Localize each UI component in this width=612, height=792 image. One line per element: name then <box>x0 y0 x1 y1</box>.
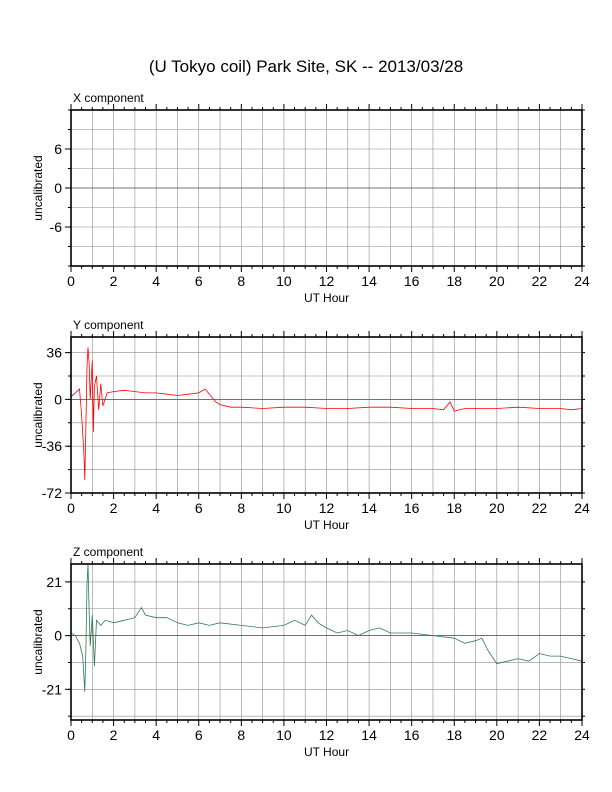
x-tick-label: 18 <box>446 727 462 743</box>
x-tick-label: 0 <box>67 500 75 516</box>
y-axis-label: uncalibrated <box>31 609 45 674</box>
x-tick-label: 18 <box>446 273 462 289</box>
x-tick-label: 24 <box>574 500 590 516</box>
x-tick-label: 10 <box>276 500 292 516</box>
y-tick-label: -6 <box>50 219 63 235</box>
x-tick-label: 16 <box>404 727 420 743</box>
y-tick-label: 36 <box>46 345 62 361</box>
x-tick-label: 12 <box>319 727 335 743</box>
y-tick-label: 0 <box>54 628 62 644</box>
x-axis-label: UT Hour <box>304 745 349 759</box>
y-axis-label: uncalibrated <box>31 382 45 447</box>
x-tick-label: 14 <box>361 727 377 743</box>
x-tick-label: 12 <box>319 273 335 289</box>
panel-title: X component <box>73 91 144 105</box>
panel-title: Y component <box>73 318 144 332</box>
plot-frame <box>70 109 583 267</box>
x-tick-label: 22 <box>532 727 548 743</box>
x-tick-label: 8 <box>237 500 245 516</box>
x-tick-label: 16 <box>404 500 420 516</box>
x-tick-label: 20 <box>489 500 505 516</box>
x-axis-label: UT Hour <box>304 291 349 305</box>
x-tick-label: 4 <box>152 273 160 289</box>
x-tick-label: 14 <box>361 273 377 289</box>
y-tick-label: -21 <box>42 681 62 697</box>
y-tick-label: 0 <box>54 391 62 407</box>
y-tick-label: -72 <box>42 485 62 501</box>
y-tick-label: 21 <box>46 574 62 590</box>
series-line <box>70 563 583 692</box>
x-tick-label: 24 <box>574 727 590 743</box>
x-tick-label: 0 <box>67 727 75 743</box>
x-tick-label: 22 <box>532 273 548 289</box>
x-tick-label: 4 <box>152 500 160 516</box>
x-tick-label: 8 <box>237 273 245 289</box>
page-title: (U Tokyo coil) Park Site, SK -- 2013/03/… <box>148 57 464 76</box>
y-tick-label: 6 <box>54 141 62 157</box>
x-tick-label: 12 <box>319 500 335 516</box>
x-tick-label: 4 <box>152 727 160 743</box>
x-tick-label: 24 <box>574 273 590 289</box>
x-axis-label: UT Hour <box>304 518 349 532</box>
plot-frame <box>70 336 583 494</box>
x-tick-label: 22 <box>532 500 548 516</box>
series-line <box>70 347 583 481</box>
x-tick-label: 2 <box>110 273 118 289</box>
y-tick-label: 0 <box>54 180 62 196</box>
y-tick-label: -36 <box>42 438 62 454</box>
x-tick-label: 6 <box>195 500 203 516</box>
x-tick-label: 2 <box>110 500 118 516</box>
x-tick-label: 10 <box>276 273 292 289</box>
x-tick-label: 20 <box>489 273 505 289</box>
x-tick-label: 18 <box>446 500 462 516</box>
x-tick-label: 6 <box>195 727 203 743</box>
plot-frame <box>70 563 583 721</box>
x-tick-label: 16 <box>404 273 420 289</box>
x-tick-label: 2 <box>110 727 118 743</box>
x-tick-label: 20 <box>489 727 505 743</box>
x-tick-label: 14 <box>361 500 377 516</box>
y-axis-label: uncalibrated <box>31 155 45 220</box>
x-tick-label: 10 <box>276 727 292 743</box>
panel-title: Z component <box>73 545 144 559</box>
x-tick-label: 0 <box>67 273 75 289</box>
x-tick-label: 6 <box>195 273 203 289</box>
x-tick-label: 8 <box>237 727 245 743</box>
